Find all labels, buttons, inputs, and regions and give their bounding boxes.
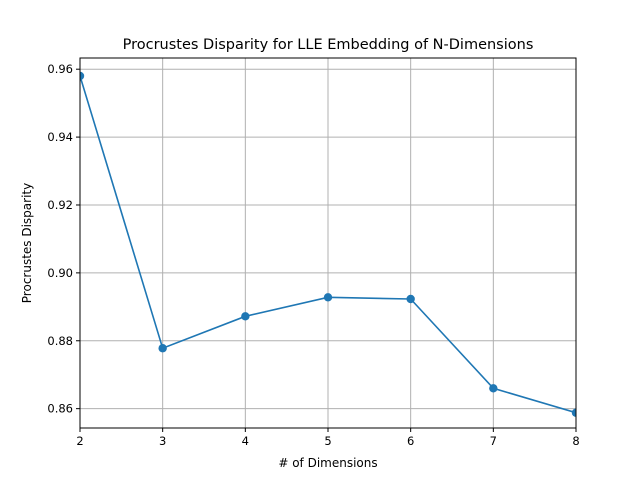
data-point bbox=[571, 408, 576, 417]
data-point bbox=[158, 344, 167, 353]
x-tick-label: 5 bbox=[324, 434, 331, 448]
y-tick-label: 0.94 bbox=[47, 130, 73, 144]
x-tick-label: 6 bbox=[407, 434, 414, 448]
data-point bbox=[241, 312, 250, 321]
axis-ticks: 2 3 4 5 6 7 8 0.86 0.88 0.90 0.92 0.94 0.96 bbox=[47, 62, 579, 448]
data-point bbox=[323, 293, 333, 302]
x-axis-label: # of Dimensions bbox=[278, 456, 377, 470]
data-point bbox=[80, 71, 85, 81]
data-point bbox=[489, 384, 498, 393]
x-tick-label: 7 bbox=[490, 434, 497, 448]
grid bbox=[79, 58, 577, 428]
data-point bbox=[406, 294, 415, 304]
y-tick-label: 0.90 bbox=[47, 266, 73, 280]
x-tick-label: 4 bbox=[242, 434, 249, 448]
x-tick-label: 3 bbox=[159, 434, 166, 448]
series-marker-layer bbox=[80, 71, 576, 417]
x-tick-label: 2 bbox=[76, 434, 83, 448]
y-axis-label: Procrustes Disparity bbox=[20, 183, 34, 303]
y-tick-label: 0.88 bbox=[47, 334, 73, 348]
y-tick-label: 0.92 bbox=[47, 198, 73, 212]
x-tick-label: 8 bbox=[572, 434, 579, 448]
chart-title: Procrustes Disparity for LLE Embedding o… bbox=[123, 37, 534, 53]
y-tick-label: 0.96 bbox=[47, 62, 73, 76]
y-tick-label: 0.86 bbox=[47, 402, 73, 416]
